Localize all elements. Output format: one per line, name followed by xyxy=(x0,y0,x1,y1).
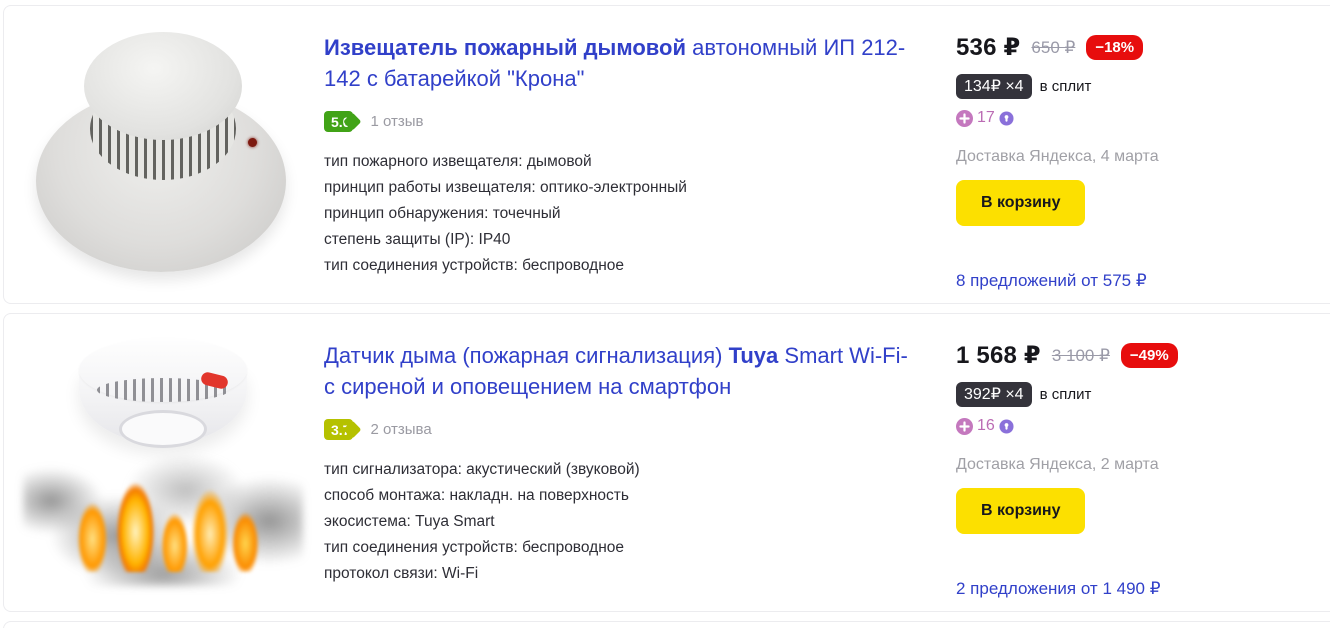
spec-line: тип соединения устройств: беспроводное xyxy=(324,257,624,274)
fire-graphic xyxy=(65,454,261,572)
current-price: 1 568 ₽ xyxy=(956,342,1041,369)
rating-row: 3.7 2 отзыва xyxy=(324,419,920,440)
wifi-smoke-detector-photo xyxy=(23,318,303,586)
plus-cashback-icon xyxy=(956,417,973,435)
next-card-partial xyxy=(3,621,1330,628)
reviews-link[interactable]: 2 отзыва xyxy=(370,421,432,438)
product-image[interactable] xyxy=(4,314,322,611)
split-payment-badge: 134₽ ×4 xyxy=(956,74,1032,99)
spec-list: тип сигнализатора: акустический (звуково… xyxy=(324,457,920,587)
title-regular: Smart Wi-Fi- с сиреной и оповещением на … xyxy=(324,343,908,399)
plus-cashback-icon xyxy=(956,109,973,127)
add-to-cart-button[interactable]: В корзину xyxy=(956,488,1086,534)
purchase-column: 1 568 ₽ 3 100 ₽ −49% 392₽ ×4 в сплит 16 … xyxy=(956,314,1330,611)
product-title-link[interactable]: Извещатель пожарный дымовой автономный И… xyxy=(324,32,920,94)
lock-icon xyxy=(999,110,1014,126)
reviews-link[interactable]: 1 отзыв xyxy=(370,113,424,130)
title-bold: Извещатель пожарный дымовой xyxy=(324,35,686,60)
product-title-link[interactable]: Датчик дыма (пожарная сигнализация) Tuya… xyxy=(324,340,920,402)
purchase-column: 536 ₽ 650 ₽ −18% 134₽ ×4 в сплит 17 Дост… xyxy=(956,6,1330,303)
discount-badge: −49% xyxy=(1120,343,1178,368)
split-payment-badge: 392₽ ×4 xyxy=(956,382,1032,407)
rating-badge: 3.7 xyxy=(324,419,354,440)
cashback-row: 17 xyxy=(956,109,1330,127)
offers-link[interactable]: 2 предложения от 1 490 ₽ xyxy=(956,579,1161,598)
offers-link[interactable]: 8 предложений от 575 ₽ xyxy=(956,271,1147,290)
product-info: Извещатель пожарный дымовой автономный И… xyxy=(322,6,956,303)
spec-line: экосистема: Tuya Smart xyxy=(324,513,495,530)
detector-dome xyxy=(84,32,242,140)
spec-line: тип соединения устройств: беспроводное xyxy=(324,539,624,556)
spec-line: принцип работы извещателя: оптико-электр… xyxy=(324,179,687,196)
split-label: в сплит xyxy=(1039,386,1092,403)
product-card: Датчик дыма (пожарная сигнализация) Tuya… xyxy=(3,313,1330,612)
rating-row: 5.0 1 отзыв xyxy=(324,111,920,132)
detector-ring xyxy=(119,410,207,448)
title-regular: автономный ИП 212-142 с батарейкой "Крон… xyxy=(324,35,906,91)
spec-line: принцип обнаружения: точечный xyxy=(324,205,561,222)
discount-badge: −18% xyxy=(1086,35,1144,60)
title-regular: Датчик дыма (пожарная сигнализация) xyxy=(324,343,729,368)
cashback-points: 16 xyxy=(977,417,995,434)
cashback-points: 17 xyxy=(977,109,995,126)
split-row: 392₽ ×4 в сплит xyxy=(956,382,1330,407)
detector-led xyxy=(248,138,257,147)
smoke-detector-photo xyxy=(28,20,298,288)
current-price: 536 ₽ xyxy=(956,34,1021,61)
spec-line: тип пожарного извещателя: дымовой xyxy=(324,153,592,170)
cashback-row: 16 xyxy=(956,417,1330,435)
product-card: Извещатель пожарный дымовой автономный И… xyxy=(3,5,1330,304)
spec-line: способ монтажа: накладн. на поверхность xyxy=(324,487,629,504)
old-price: 3 100 ₽ xyxy=(1051,345,1110,365)
delivery-info: Доставка Яндекса, 2 марта xyxy=(956,456,1159,473)
split-label: в сплит xyxy=(1039,78,1092,95)
spec-line: степень защиты (IP): IP40 xyxy=(324,231,511,248)
rating-badge: 5.0 xyxy=(324,111,354,132)
spec-line: протокол связи: Wi-Fi xyxy=(324,565,479,582)
product-image[interactable] xyxy=(4,6,322,303)
spec-line: тип сигнализатора: акустический (звуково… xyxy=(324,461,640,478)
product-info: Датчик дыма (пожарная сигнализация) Tuya… xyxy=(322,314,956,611)
old-price: 650 ₽ xyxy=(1031,37,1076,57)
price-row: 536 ₽ 650 ₽ −18% xyxy=(956,33,1330,62)
price-row: 1 568 ₽ 3 100 ₽ −49% xyxy=(956,341,1330,370)
add-to-cart-button[interactable]: В корзину xyxy=(956,180,1086,226)
lock-icon xyxy=(999,418,1014,434)
delivery-info: Доставка Яндекса, 4 марта xyxy=(956,148,1159,165)
spec-list: тип пожарного извещателя: дымовой принци… xyxy=(324,149,920,279)
split-row: 134₽ ×4 в сплит xyxy=(956,74,1330,99)
title-bold: Tuya xyxy=(728,343,779,368)
